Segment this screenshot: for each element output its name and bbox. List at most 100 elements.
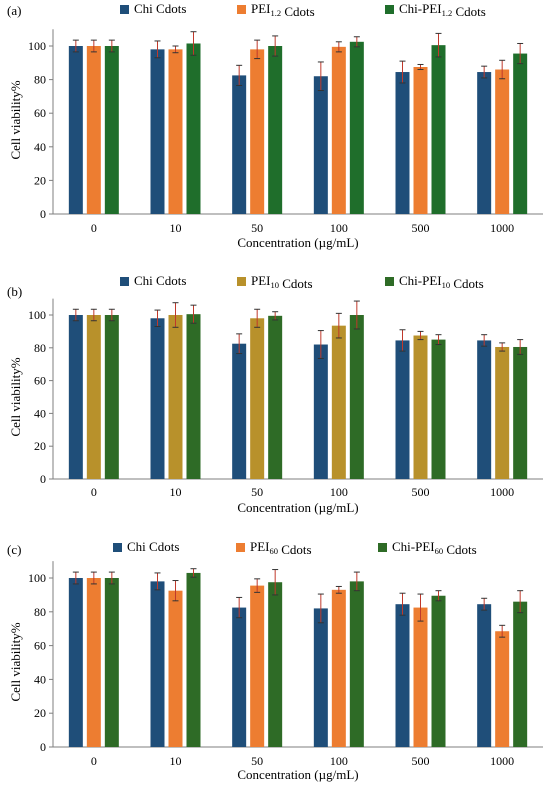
y-tick-label: 60 [34, 374, 46, 388]
legend-subscript: 1.2 [271, 8, 282, 18]
legend-swatch [237, 5, 246, 14]
legend-label: PEI1.2 Cdots [251, 1, 315, 19]
x-axis-label: Concentration (µg/mL) [237, 500, 358, 515]
x-tick-label: 50 [251, 485, 263, 499]
bar [232, 75, 247, 215]
bar [268, 315, 283, 479]
x-tick-label: 0 [91, 485, 97, 499]
y-tick-label: 80 [34, 73, 46, 87]
bar [413, 607, 428, 747]
bar [232, 607, 247, 747]
bar [150, 49, 165, 214]
legend-subscript: 60 [435, 546, 444, 556]
legend-text: Chi-PEI [399, 1, 442, 16]
bar [395, 604, 410, 747]
bar [477, 340, 492, 479]
bar [313, 608, 328, 747]
bar [86, 46, 101, 214]
bar [431, 595, 446, 747]
y-tick-label: 80 [34, 341, 46, 355]
y-tick-label: 20 [34, 439, 46, 453]
y-axis-label: Cell viability% [8, 357, 23, 436]
y-tick-label: 100 [28, 39, 46, 53]
y-tick-label: 100 [28, 571, 46, 585]
chart-panel: (b) 0 20 40 60 80 100 Cell viability% 0 10 50 100 50… [7, 273, 543, 515]
legend-label: PEI60 Cdots [250, 539, 312, 557]
y-tick-label: 60 [34, 639, 46, 653]
legend-text: PEI [251, 273, 271, 288]
x-tick-label: 10 [170, 221, 182, 235]
legend-swatch [385, 277, 394, 286]
legend-swatch [113, 543, 122, 552]
bar [395, 340, 410, 479]
legend-text: Chi Cdots [134, 273, 186, 288]
bar [150, 318, 165, 479]
y-tick-label: 20 [34, 173, 46, 187]
bar [250, 49, 265, 214]
x-tick-label: 500 [412, 485, 430, 499]
panel-label: (a) [7, 3, 21, 18]
bar [168, 590, 183, 747]
chart-panel: (c) 0 20 40 60 80 100 Cell viability% 0 10 50 100 50… [7, 539, 543, 782]
bar [250, 585, 265, 747]
legend-swatch [120, 5, 129, 14]
legend-text: Chi Cdots [127, 539, 179, 554]
bar [150, 581, 165, 747]
bar [513, 53, 528, 215]
bar [186, 314, 201, 479]
bar [495, 346, 510, 479]
legend-text: Cdots [443, 542, 477, 557]
x-tick-label: 10 [170, 485, 182, 499]
bar [104, 46, 119, 214]
legend-swatch [120, 277, 129, 286]
legend-label: Chi Cdots [134, 273, 186, 288]
bar [313, 344, 328, 479]
legend-text: Chi-PEI [392, 539, 435, 554]
legend-swatch [237, 277, 246, 286]
bar [431, 45, 446, 214]
legend-text: Chi-PEI [399, 273, 442, 288]
legend-swatch [378, 543, 387, 552]
legend-label: Chi-PEI1.2 Cdots [399, 1, 486, 19]
bar [232, 343, 247, 479]
legend-swatch [385, 5, 394, 14]
x-tick-label: 1000 [490, 485, 514, 499]
legend-subscript: 10 [442, 280, 451, 290]
bar [513, 346, 528, 479]
y-axis-label: Cell viability% [8, 622, 23, 701]
bar [168, 49, 183, 214]
panel-label: (b) [7, 284, 22, 299]
legend-label: Chi Cdots [127, 539, 179, 554]
bar [495, 631, 510, 747]
bar [413, 67, 428, 214]
y-tick-label: 100 [28, 308, 46, 322]
bar [68, 46, 83, 214]
bar [395, 72, 410, 214]
y-axis-label: Cell viability% [8, 80, 23, 159]
x-tick-label: 100 [330, 485, 348, 499]
y-tick-label: 60 [34, 106, 46, 120]
bar [431, 339, 446, 479]
x-tick-label: 10 [170, 754, 182, 768]
x-tick-label: 100 [330, 221, 348, 235]
bar [186, 572, 201, 747]
legend-label: Chi-PEI10 Cdots [399, 273, 484, 291]
x-tick-label: 0 [91, 754, 97, 768]
x-axis-label: Concentration (µg/mL) [237, 235, 358, 250]
legend-text: Cdots [279, 276, 313, 291]
legend-text: Cdots [450, 276, 484, 291]
legend-subscript: 60 [270, 546, 279, 556]
y-tick-label: 40 [34, 406, 46, 420]
y-tick-label: 0 [40, 207, 46, 221]
x-tick-label: 50 [251, 754, 263, 768]
legend-swatch [236, 543, 245, 552]
legend-text: PEI [251, 1, 271, 16]
bar [68, 578, 83, 747]
bar [331, 46, 346, 215]
x-tick-label: 50 [251, 221, 263, 235]
legend-label: Chi Cdots [134, 1, 186, 16]
x-axis-label: Concentration (µg/mL) [237, 767, 358, 782]
legend-text: Cdots [281, 4, 315, 19]
bar [68, 315, 83, 479]
chart-panel: (a) 0 20 40 60 80 100 Cell viability% 0 10 50 100 50… [7, 1, 543, 250]
